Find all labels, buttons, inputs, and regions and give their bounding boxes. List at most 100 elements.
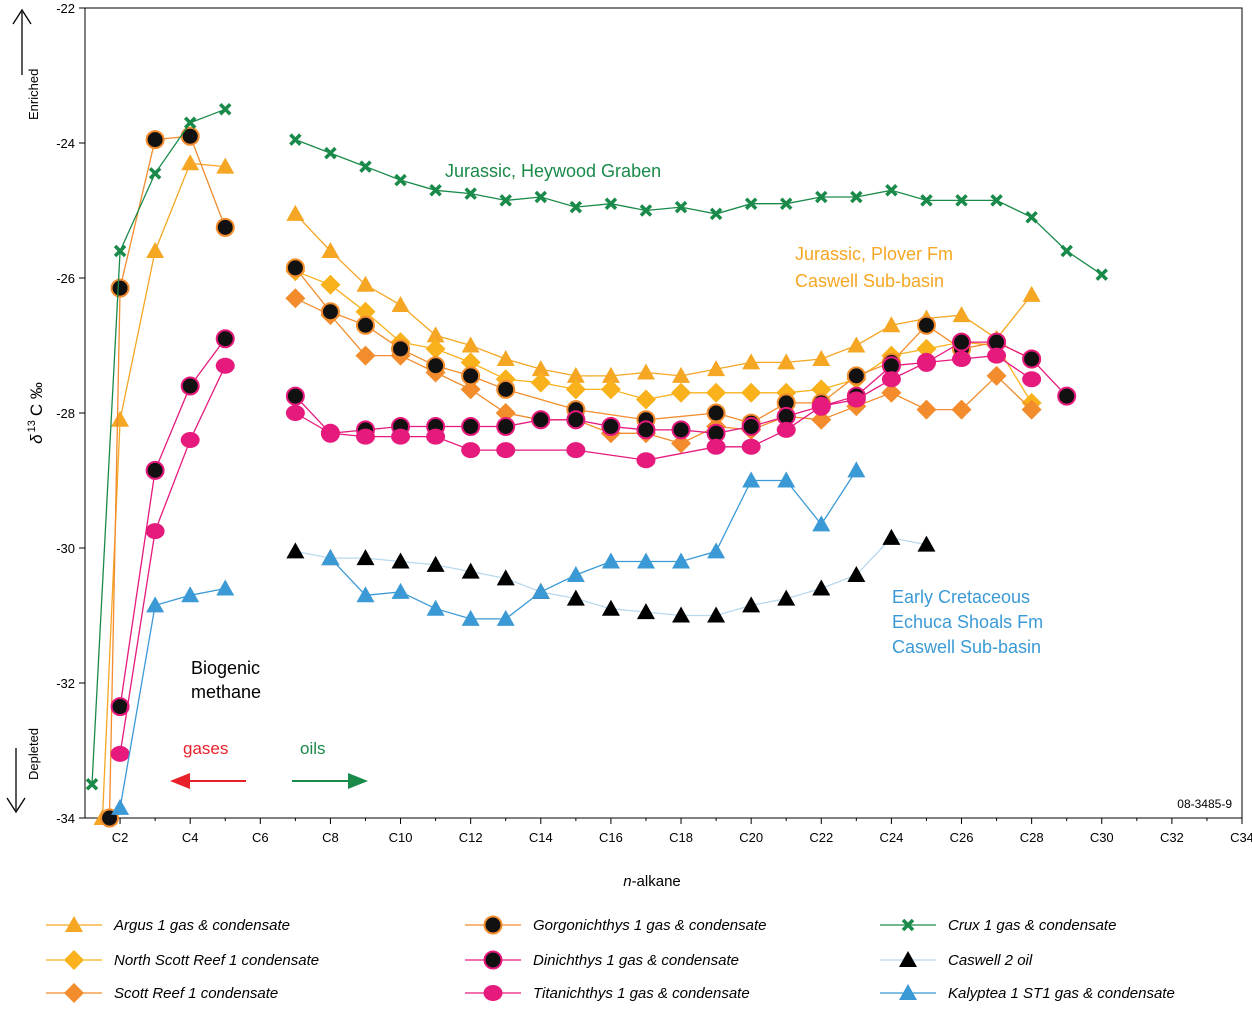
data-point: [355, 428, 375, 445]
legend-label: Crux 1 gas & condensate: [948, 917, 1116, 934]
data-point: [986, 365, 1007, 386]
data-point: [776, 421, 796, 438]
x-tick-label: C28: [1020, 830, 1044, 845]
legend: Argus 1 gas & condensate North Scott Reef…: [46, 915, 1175, 1003]
series-titanichthys-1-gas-condensate: [110, 347, 1042, 762]
data-point: [531, 582, 550, 599]
data-point: [635, 389, 656, 410]
data-point: [707, 542, 726, 559]
data-point: [499, 194, 512, 207]
data-point: [566, 410, 586, 430]
data-point: [429, 184, 442, 197]
data-point: [180, 432, 200, 448]
annotation-plover-1: Jurassic, Plover Fm: [795, 244, 953, 264]
data-point: [356, 549, 375, 566]
legend-item: Crux 1 gas & condensate: [880, 917, 1116, 934]
data-point: [355, 315, 375, 335]
data-point: [1022, 349, 1042, 369]
data-point: [1022, 371, 1042, 388]
data-point: [145, 460, 165, 480]
series-kalyptea-1-st1-gas-condensate: [111, 461, 866, 815]
data-point: [496, 417, 516, 436]
x-tick-label: C8: [322, 830, 339, 845]
data-point: [952, 332, 972, 352]
annotation-biogenic-1: Biogenic: [191, 658, 260, 678]
y-tick-label: -24: [56, 136, 75, 151]
data-point: [1021, 399, 1042, 420]
legend-item: Gorgonichthys 1 gas & condensate: [465, 915, 766, 935]
x-axis-label-suffix: -alkane: [632, 873, 681, 890]
annotation-echuca-3: Caswell Sub-basin: [892, 637, 1041, 657]
x-tick-label: C20: [739, 830, 763, 845]
data-point: [636, 452, 656, 469]
data-point: [707, 360, 726, 377]
y-tick-label: -30: [56, 541, 75, 556]
data-point: [391, 428, 411, 445]
legend-marker: [483, 950, 503, 970]
data-point: [496, 442, 516, 459]
gas-series-line: [119, 365, 226, 755]
legend-label: Titanichthys 1 gas & condensate: [533, 985, 750, 1002]
data-point: [847, 566, 866, 582]
data-point: [601, 552, 620, 569]
data-point: [461, 609, 480, 626]
depleted-arrow: Depleted: [6, 728, 41, 814]
data-point: [846, 366, 866, 386]
data-point: [355, 301, 376, 322]
data-point: [636, 363, 655, 380]
oil-series-line: [295, 297, 1033, 445]
data-point: [955, 194, 968, 207]
data-point: [216, 579, 235, 596]
data-point: [601, 417, 621, 436]
data-point: [320, 302, 340, 322]
y-tick-label: -26: [56, 271, 75, 286]
data-point: [286, 542, 305, 559]
data-point: [461, 417, 481, 436]
data-point: [215, 329, 235, 349]
data-point: [110, 278, 130, 298]
data-point: [321, 549, 340, 566]
data-point: [496, 569, 515, 586]
data-point: [566, 442, 586, 459]
y-axis-label: δ 13 C ‰: [26, 382, 46, 444]
legend-label: Gorgonichthys 1 gas & condensate: [533, 917, 766, 934]
x-tick-label: C34: [1230, 830, 1252, 845]
data-point: [779, 197, 793, 210]
y-tick-label: -34: [56, 811, 75, 826]
data-point: [146, 242, 165, 258]
data-point: [604, 197, 618, 210]
x-tick-label: C32: [1160, 830, 1184, 845]
data-point: [110, 697, 130, 717]
data-point: [391, 552, 410, 569]
data-point: [987, 347, 1007, 364]
data-point: [289, 133, 302, 146]
data-point: [741, 382, 762, 403]
enriched-label: Enriched: [26, 69, 41, 120]
data-point: [111, 798, 130, 815]
data-point: [425, 338, 446, 359]
data-point: [426, 356, 446, 376]
data-point: [215, 217, 235, 237]
data-point: [145, 523, 165, 540]
data-point: [461, 366, 481, 386]
annotation-gases: gases: [183, 739, 228, 758]
data-point: [426, 555, 445, 572]
series-caswell-2-oil: [286, 528, 936, 623]
data-point: [706, 382, 727, 403]
x-axis-label: n-alkane: [623, 873, 681, 890]
data-point: [460, 379, 481, 400]
y-tick-label: -28: [56, 406, 75, 421]
data-point: [706, 438, 726, 455]
series-gorgonichthys-1-gas-condensate: [100, 126, 1042, 828]
gas-series-line: [108, 135, 226, 819]
legend-label: North Scott Reef 1 condensate: [114, 952, 319, 969]
x-tick-label: C12: [459, 830, 483, 845]
figure-id: 08-3485-9: [1177, 797, 1232, 811]
annotation-plover-2: Caswell Sub-basin: [795, 271, 944, 291]
legend-label: Kalyptea 1 ST1 gas & condensate: [948, 985, 1175, 1002]
data-point: [777, 589, 796, 606]
data-point: [916, 338, 937, 359]
y-tick-label: -22: [56, 1, 75, 16]
data-point: [882, 528, 901, 545]
